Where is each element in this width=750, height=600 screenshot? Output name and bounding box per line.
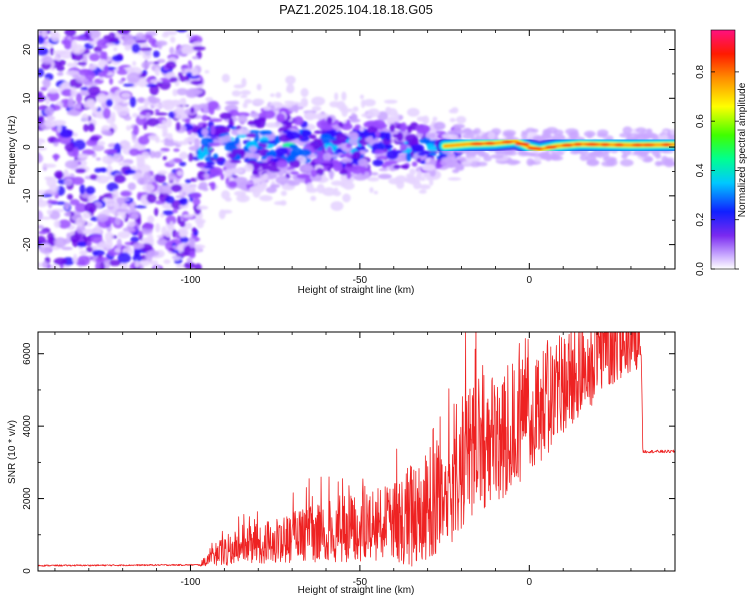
y-tick-label: 4000 xyxy=(22,415,33,438)
colorbar-ticks: 0.0 0.2 0.4 0.6 0.8 xyxy=(695,64,739,276)
x-tick-label: -50 xyxy=(353,577,368,588)
snr-frame xyxy=(37,331,676,572)
chart-title: PAZ1.2025.104.18.18.G05 xyxy=(279,2,433,17)
snr-series xyxy=(38,332,675,567)
spectrogram-x-label: Height of straight line (km) xyxy=(298,285,415,296)
spectrogram-panel: -100 -50 0 20 10 0 -10 -20 Height of straight l… xyxy=(7,29,676,296)
x-tick-label: 0 xyxy=(527,577,533,588)
snr-ticks: -100 -50 0 0 2000 4000 6000 xyxy=(22,332,675,588)
snr-panel: -100 -50 0 0 2000 4000 6000 Height of straight… xyxy=(7,331,676,596)
y-tick-label: -20 xyxy=(22,237,33,252)
colorbar-gradient xyxy=(711,30,735,269)
colorbar-tick-label: 0.0 xyxy=(695,262,706,276)
snr-plot-area xyxy=(38,332,675,571)
snr-x-label: Height of straight line (km) xyxy=(298,585,415,596)
colorbar-tick-label: 0.4 xyxy=(695,163,706,177)
x-tick-label: 0 xyxy=(527,275,533,286)
snr-line xyxy=(38,332,675,567)
y-tick-label: 10 xyxy=(22,92,33,104)
snr-y-label: SNR (10 * v/v) xyxy=(7,420,18,484)
y-tick-label: 6000 xyxy=(22,342,33,365)
spectrogram-frame xyxy=(37,29,676,270)
colorbar-tick-label: 0.2 xyxy=(695,212,706,226)
colorbar: 0.0 0.2 0.4 0.6 0.8 Normalized spectral ampl… xyxy=(695,29,748,276)
colorbar-tick-label: 0.6 xyxy=(695,114,706,128)
y-tick-label: 0 xyxy=(22,144,33,150)
y-tick-label: 2000 xyxy=(22,487,33,510)
spectrogram-y-label: Frequency (Hz) xyxy=(7,116,18,185)
spectrogram-image xyxy=(38,30,675,269)
x-tick-label: -100 xyxy=(180,577,200,588)
spectral-ridge xyxy=(436,133,675,158)
y-tick-label: 20 xyxy=(22,44,33,56)
colorbar-frame xyxy=(710,29,736,270)
x-tick-label: -100 xyxy=(180,275,200,286)
colorbar-label: Normalized spectral amplitude xyxy=(737,82,748,217)
spectrogram-ticks: -100 -50 0 20 10 0 -10 -20 xyxy=(22,30,675,286)
y-tick-label: -10 xyxy=(22,188,33,203)
colorbar-tick-label: 0.8 xyxy=(695,64,706,78)
x-tick-label: -50 xyxy=(353,275,368,286)
y-tick-label: 0 xyxy=(22,568,33,574)
